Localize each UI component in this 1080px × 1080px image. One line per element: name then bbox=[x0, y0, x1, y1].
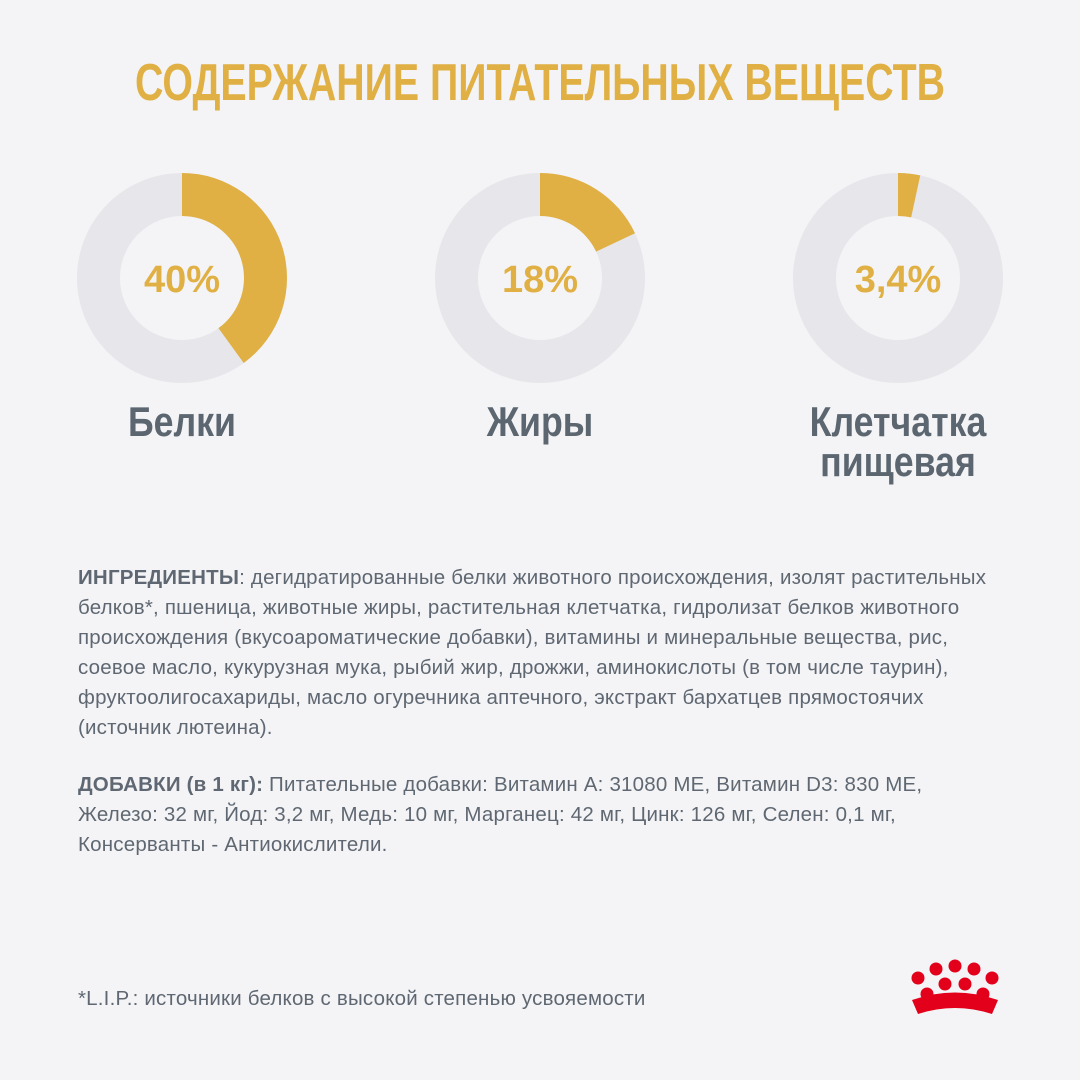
page-title: СОДЕРЖАНИЕ ПИТАТЕЛЬНЫХ ВЕЩЕСТВ bbox=[135, 54, 945, 112]
ingredients-label: ИНГРЕДИЕНТЫ bbox=[78, 566, 240, 589]
logo bbox=[911, 959, 999, 1014]
category-label: Жиры bbox=[486, 398, 594, 445]
value-label: 3,4% bbox=[855, 259, 942, 301]
ingredients: ИНГРЕДИЕНТЫ: дегидратированные белки жив… bbox=[78, 563, 998, 743]
footnote: *L.I.P.: источники белков с высокой степ… bbox=[78, 987, 646, 1010]
value-label: 18% bbox=[502, 259, 578, 301]
additives-label: ДОБАВКИ (в 1 кг): bbox=[78, 773, 264, 796]
category-label: Клетчатка пищевая bbox=[809, 398, 987, 485]
donut-segment bbox=[540, 172, 636, 252]
donut-segment bbox=[898, 173, 921, 218]
additives-text: Питательные добавки: Витамин A: 31080 МЕ… bbox=[78, 773, 923, 856]
additives: ДОБАВКИ (в 1 кг): Питательные добавки: В… bbox=[78, 770, 998, 860]
donut-segment bbox=[182, 173, 287, 363]
category-label: Белки bbox=[127, 398, 237, 445]
value-label: 40% bbox=[144, 259, 220, 301]
ingredients-text: : дегидратированные белки животного прои… bbox=[78, 566, 987, 739]
